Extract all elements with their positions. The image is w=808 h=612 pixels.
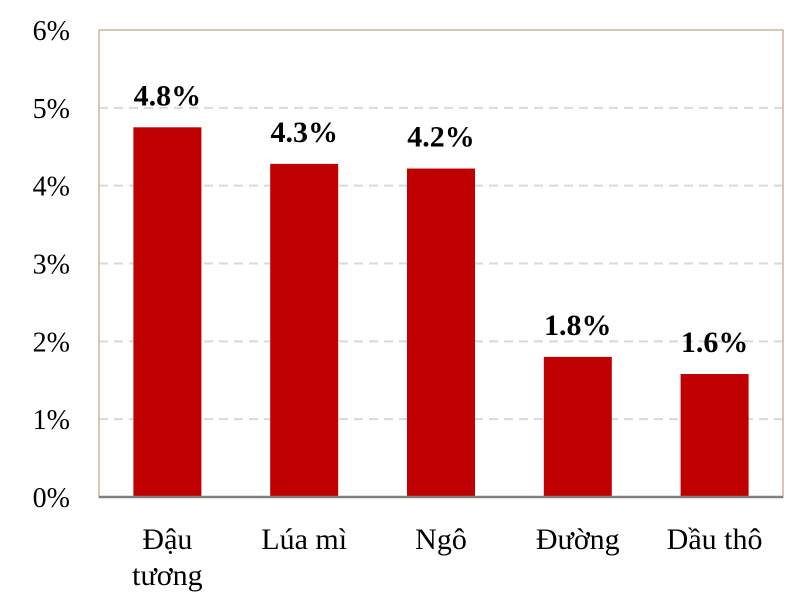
y-tick-label-4: 4% — [33, 172, 70, 203]
y-tick-label-0: 0% — [33, 483, 70, 514]
bar-0 — [133, 127, 202, 498]
bar-3 — [543, 356, 612, 497]
y-tick-label-1: 1% — [33, 405, 70, 436]
data-label-1: 4.3% — [270, 116, 338, 149]
category-label-1: Lúa mì — [261, 523, 347, 556]
bars — [133, 127, 749, 498]
category-label-3: Đường — [536, 523, 620, 556]
y-axis-tick-labels: 0% 1% 2% 3% 4% 5% 6% — [33, 16, 70, 514]
data-labels: 4.8% 4.3% 4.2% 1.8% 1.6% — [134, 79, 749, 359]
category-label-0-line-1: tương — [132, 559, 202, 592]
gridlines — [99, 106, 783, 421]
y-tick-label-3: 3% — [33, 250, 70, 281]
data-label-4: 1.6% — [681, 326, 749, 359]
data-label-3: 1.8% — [544, 309, 612, 342]
data-label-0: 4.8% — [134, 79, 202, 112]
bar-1 — [270, 163, 339, 497]
bar-2 — [407, 168, 475, 497]
y-tick-label-5: 5% — [33, 94, 70, 125]
category-label-0-line-0: Đậu — [142, 523, 192, 556]
y-tick-label-2: 2% — [33, 327, 70, 358]
y-tick-label-6: 6% — [33, 16, 70, 47]
bar-4 — [680, 374, 749, 497]
category-label-4: Dầu thô — [667, 523, 763, 556]
data-label-2: 4.2% — [407, 121, 475, 154]
category-label-2: Ngô — [415, 523, 467, 556]
